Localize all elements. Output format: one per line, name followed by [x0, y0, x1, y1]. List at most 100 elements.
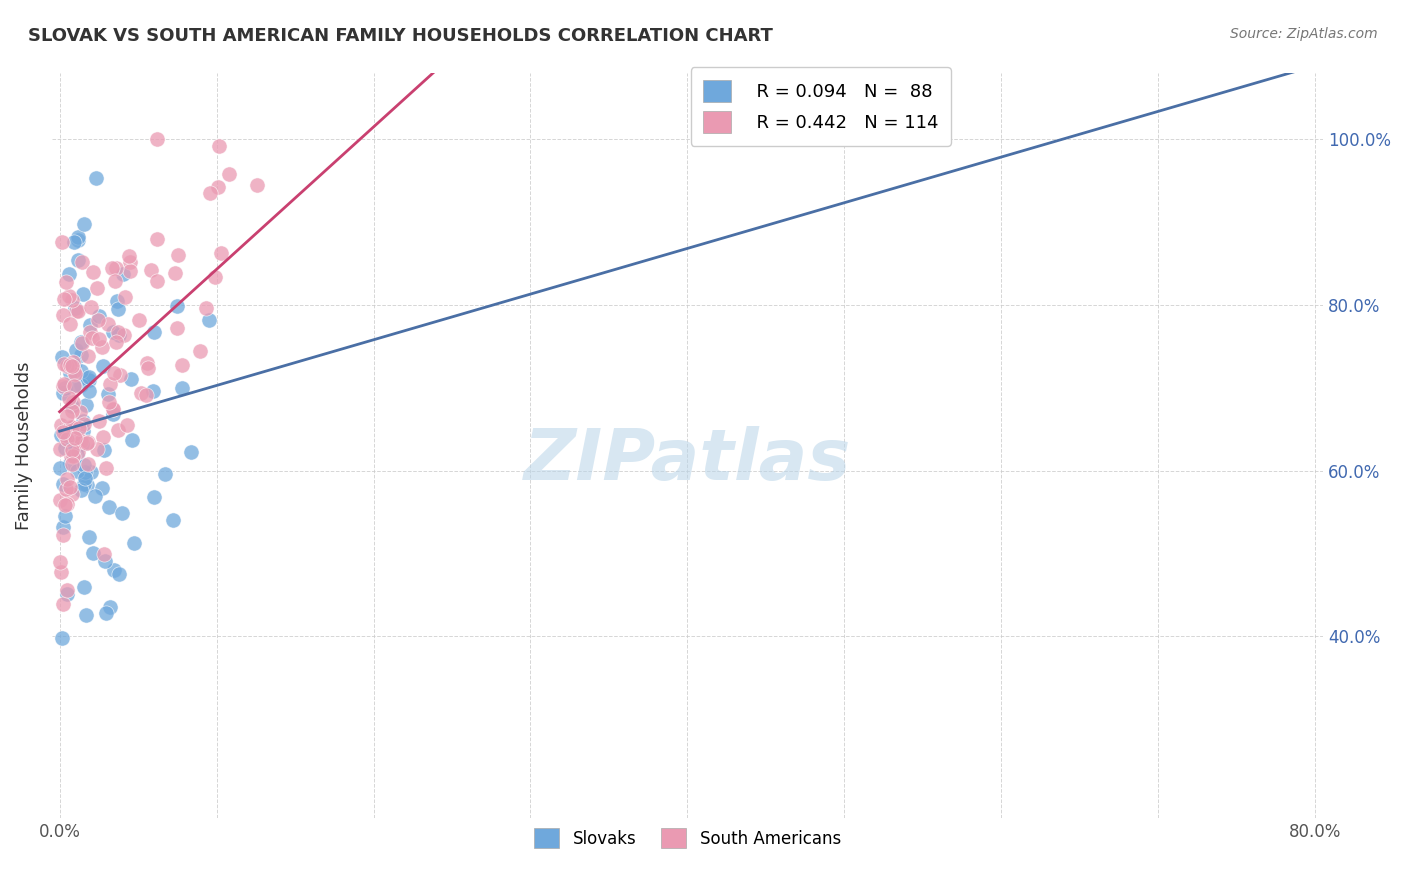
Point: [60, 404, 83, 418]
Point: [209, 245, 232, 260]
Point: [51, 520, 73, 534]
Point: [98, 377, 121, 392]
Point: [118, 263, 141, 277]
Point: [105, 294, 128, 309]
Point: [65, 304, 87, 318]
Point: [218, 167, 240, 181]
Point: [52, 385, 75, 400]
Point: [103, 402, 125, 417]
Point: [107, 301, 129, 316]
Point: [62, 359, 84, 374]
Point: [188, 344, 211, 359]
Point: [101, 407, 124, 421]
Point: [58, 289, 80, 303]
Point: [100, 261, 122, 276]
Point: [77, 434, 100, 449]
Point: [55, 587, 77, 601]
Point: [180, 445, 202, 459]
Point: [59, 480, 82, 494]
Point: [83, 489, 105, 503]
Point: [67, 421, 90, 435]
Point: [60, 442, 83, 457]
Point: [67, 253, 90, 268]
Point: [60, 419, 83, 434]
Point: [93, 442, 115, 457]
Point: [56, 497, 79, 511]
Point: [66, 230, 89, 244]
Point: [70, 434, 93, 448]
Point: [56, 409, 79, 423]
Point: [66, 445, 89, 459]
Point: [58, 392, 80, 406]
Point: [60, 359, 83, 374]
Point: [128, 313, 150, 327]
Point: [107, 325, 129, 339]
Point: [103, 402, 125, 417]
Point: [108, 368, 131, 382]
Point: [120, 255, 142, 269]
Point: [62, 355, 84, 369]
Point: [63, 367, 86, 381]
Point: [69, 405, 91, 419]
Point: [56, 428, 79, 442]
Point: [246, 178, 269, 192]
Point: [121, 433, 143, 447]
Point: [101, 325, 124, 339]
Point: [97, 387, 120, 401]
Point: [60, 487, 83, 501]
Point: [65, 343, 87, 358]
Point: [198, 313, 221, 327]
Text: SLOVAK VS SOUTH AMERICAN FAMILY HOUSEHOLDS CORRELATION CHART: SLOVAK VS SOUTH AMERICAN FAMILY HOUSEHOL…: [28, 27, 773, 45]
Point: [48, 442, 70, 457]
Point: [93, 554, 115, 568]
Point: [60, 293, 83, 308]
Point: [76, 435, 98, 450]
Point: [73, 458, 96, 472]
Point: [107, 567, 129, 582]
Point: [91, 359, 114, 373]
Point: [98, 500, 121, 514]
Point: [77, 530, 100, 544]
Point: [52, 527, 75, 541]
Point: [69, 483, 91, 497]
Point: [142, 325, 165, 339]
Point: [162, 513, 184, 527]
Point: [73, 471, 96, 485]
Point: [86, 281, 108, 295]
Point: [49, 427, 72, 442]
Point: [77, 370, 100, 384]
Point: [70, 364, 93, 378]
Point: [58, 267, 80, 281]
Point: [103, 274, 125, 288]
Point: [136, 356, 159, 370]
Point: [91, 430, 114, 444]
Point: [66, 233, 89, 247]
Point: [77, 373, 100, 387]
Point: [75, 607, 97, 622]
Point: [98, 395, 121, 409]
Point: [59, 456, 82, 470]
Point: [53, 508, 76, 523]
Point: [63, 431, 86, 445]
Point: [80, 301, 103, 315]
Point: [59, 366, 82, 380]
Point: [195, 301, 218, 315]
Point: [73, 417, 96, 431]
Point: [60, 450, 83, 464]
Point: [53, 498, 76, 512]
Point: [208, 139, 231, 153]
Point: [56, 472, 79, 486]
Point: [108, 328, 131, 343]
Point: [72, 414, 94, 428]
Point: [170, 381, 193, 395]
Point: [60, 457, 83, 471]
Point: [114, 290, 136, 304]
Point: [131, 385, 153, 400]
Point: [56, 583, 79, 598]
Point: [66, 464, 89, 478]
Point: [52, 477, 75, 491]
Point: [51, 566, 73, 580]
Point: [59, 358, 82, 372]
Point: [163, 266, 186, 280]
Point: [52, 308, 75, 322]
